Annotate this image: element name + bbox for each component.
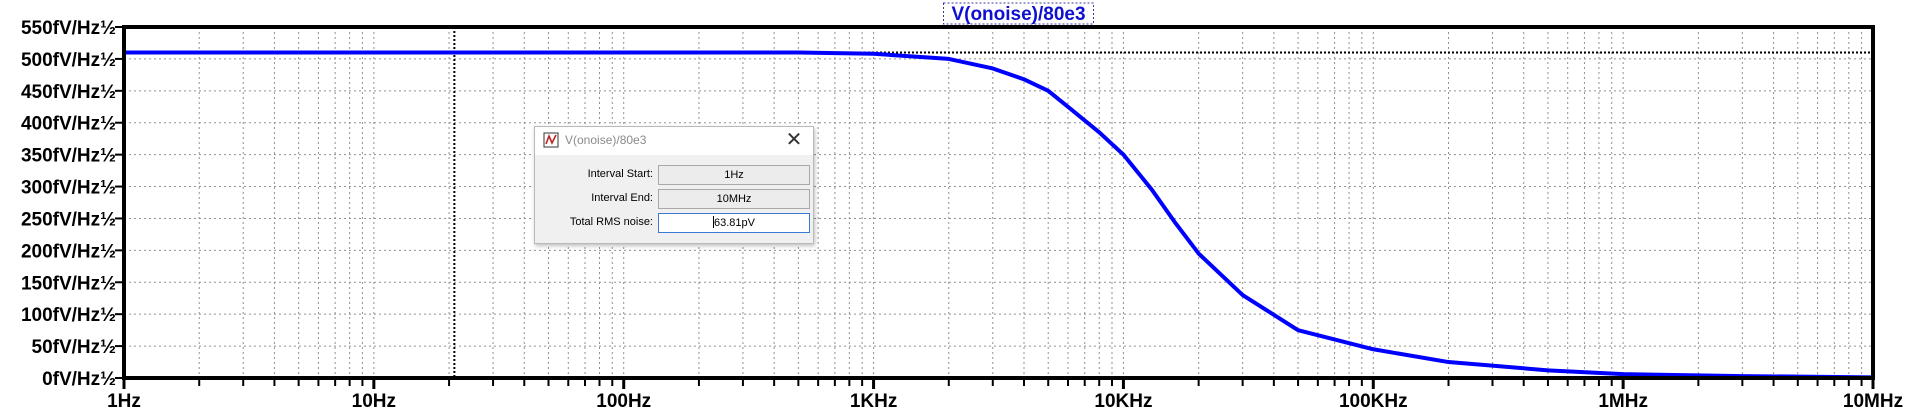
x-tick-label: 10KHz (1094, 391, 1152, 412)
y-tick-label: 550fV/Hz½ (21, 18, 116, 39)
measurement-dialog[interactable]: V(onoise)/80e3 ✕ Interval Start: 1Hz Int… (534, 126, 814, 244)
y-tick-label: 150fV/Hz½ (21, 273, 116, 294)
ltspice-app-icon (543, 132, 559, 148)
x-axis-ticks: 1Hz 10Hz 100Hz 1KHz 10KHz 100KHz 1MHz 10MHz (107, 376, 1903, 412)
close-icon[interactable]: ✕ (785, 129, 803, 151)
x-tick-label: 100KHz (1339, 391, 1408, 412)
dialog-title: V(onoise)/80e3 (565, 133, 647, 147)
noise-trace[interactable] (122, 50, 1875, 380)
chart-title-group[interactable]: V(onoise)/80e3 (943, 2, 1094, 25)
plot-frame (122, 25, 1875, 380)
x-tick-label: 10MHz (1843, 391, 1903, 412)
y-tick-label: 350fV/Hz½ (21, 146, 116, 167)
text-caret (713, 216, 714, 228)
interval-end-row: Interval End: 10MHz (535, 189, 813, 209)
chart-title-box (943, 2, 1094, 25)
x-tick-label: 10Hz (352, 391, 396, 412)
interval-end-field[interactable]: 10MHz (658, 189, 810, 209)
rms-noise-field[interactable]: 63.81pV (658, 213, 810, 233)
rms-noise-label: Total RMS noise: (569, 216, 653, 228)
y-tick-label: 500fV/Hz½ (21, 50, 116, 71)
reference-lines (124, 27, 1873, 378)
y-tick-label: 200fV/Hz½ (21, 241, 116, 262)
y-tick-label: 400fV/Hz½ (21, 114, 116, 135)
x-tick-label: 1KHz (850, 391, 898, 412)
interval-end-label: Interval End: (591, 192, 653, 204)
rms-noise-row: Total RMS noise: 63.81pV (535, 213, 813, 233)
y-tick-label: 450fV/Hz½ (21, 82, 116, 103)
interval-start-field[interactable]: 1Hz (658, 165, 810, 185)
x-tick-label: 1MHz (1598, 391, 1648, 412)
y-tick-label: 300fV/Hz½ (21, 178, 116, 199)
x-tick-label: 100Hz (596, 391, 651, 412)
chart-title[interactable]: V(onoise)/80e3 (951, 4, 1085, 25)
y-tick-label: 50fV/Hz½ (32, 337, 116, 358)
interval-start-label: Interval Start: (587, 168, 653, 180)
dialog-titlebar[interactable]: V(onoise)/80e3 ✕ (535, 127, 813, 155)
grid (124, 27, 1873, 386)
interval-start-row: Interval Start: 1Hz (535, 165, 813, 185)
y-axis-ticks: 0fV/Hz½ 50fV/Hz½ 100fV/Hz½ 150fV/Hz½ 200fV/H… (21, 18, 124, 390)
y-tick-label: 250fV/Hz½ (21, 209, 116, 230)
x-tick-label: 1Hz (107, 391, 141, 412)
trace-layer[interactable] (122, 50, 1875, 380)
rms-noise-value: 63.81pV (714, 217, 755, 229)
y-tick-label: 0fV/Hz½ (42, 369, 116, 390)
y-tick-label: 100fV/Hz½ (21, 305, 116, 326)
